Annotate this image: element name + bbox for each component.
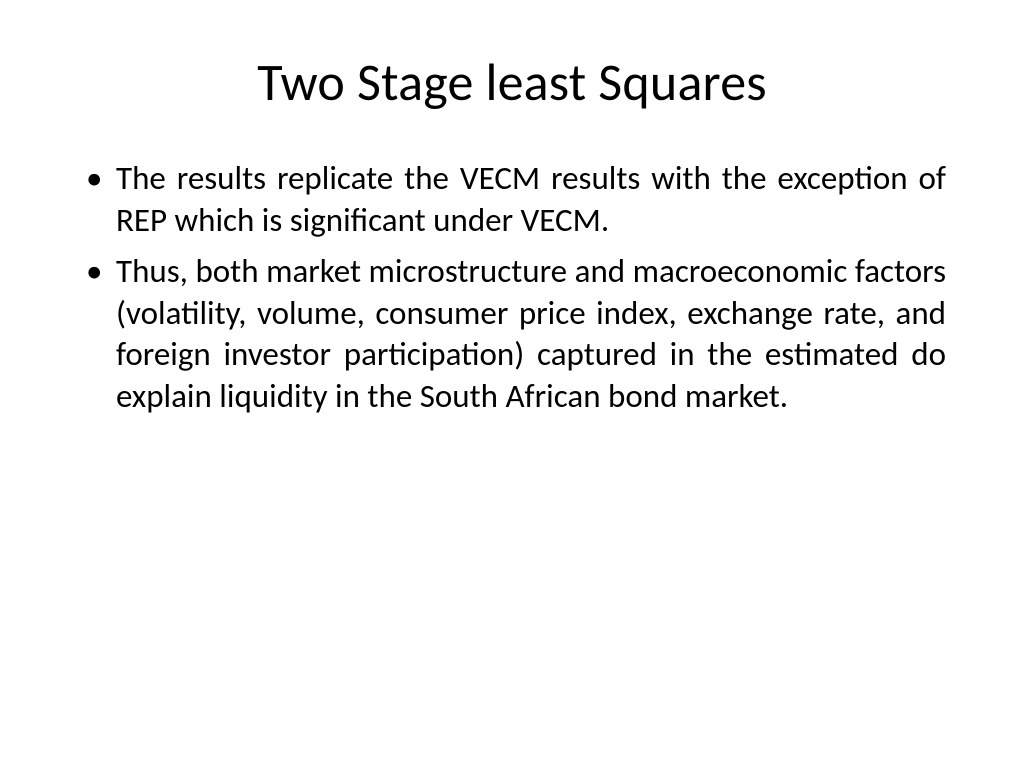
slide-title: Two Stage least Squares — [78, 50, 946, 114]
slide: Two Stage least Squares The results repl… — [0, 0, 1024, 768]
list-item: The results replicate the VECM results w… — [78, 158, 946, 241]
list-item: Thus, both market microstructure and mac… — [78, 251, 946, 417]
bullet-list: The results replicate the VECM results w… — [78, 158, 946, 427]
